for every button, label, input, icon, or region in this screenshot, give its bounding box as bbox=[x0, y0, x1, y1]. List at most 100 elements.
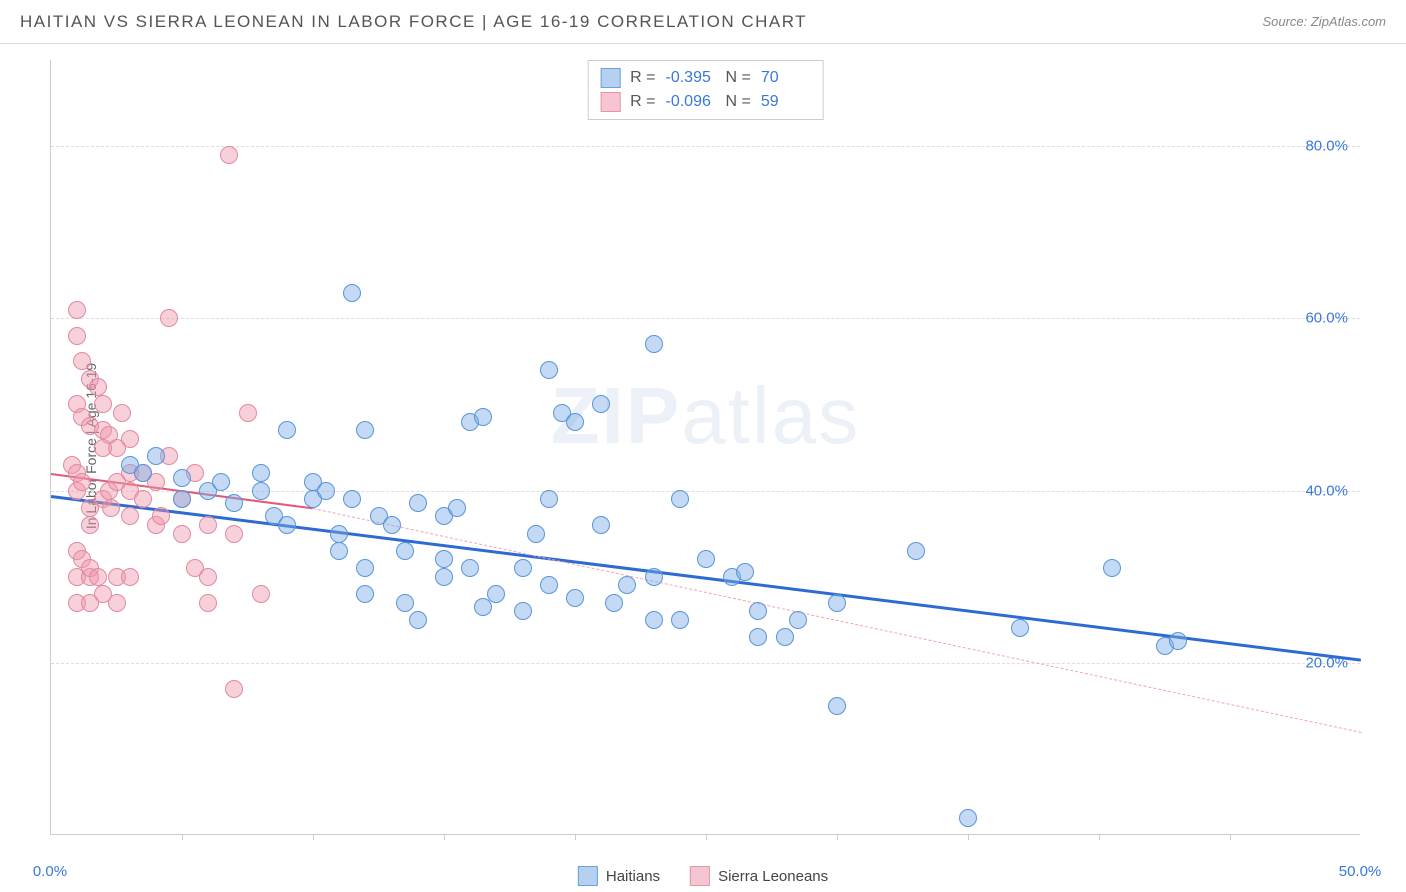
series-swatch bbox=[600, 68, 620, 88]
xtick bbox=[1230, 834, 1231, 840]
legend-item: Sierra Leoneans bbox=[690, 866, 828, 886]
scatter-point bbox=[487, 585, 505, 603]
series-swatch bbox=[600, 92, 620, 112]
scatter-point bbox=[121, 430, 139, 448]
scatter-point bbox=[540, 490, 558, 508]
source-attribution: Source: ZipAtlas.com bbox=[1262, 14, 1386, 29]
xtick bbox=[575, 834, 576, 840]
scatter-point bbox=[102, 499, 120, 517]
scatter-point bbox=[959, 809, 977, 827]
stats-row: R =-0.395N =70 bbox=[600, 66, 811, 90]
scatter-point bbox=[396, 542, 414, 560]
scatter-point bbox=[474, 408, 492, 426]
scatter-point bbox=[396, 594, 414, 612]
xtick bbox=[313, 834, 314, 840]
scatter-point bbox=[173, 469, 191, 487]
scatter-point bbox=[383, 516, 401, 534]
scatter-point bbox=[68, 327, 86, 345]
scatter-point bbox=[252, 464, 270, 482]
scatter-point bbox=[317, 482, 335, 500]
scatter-point bbox=[461, 559, 479, 577]
scatter-point bbox=[645, 568, 663, 586]
scatter-point bbox=[736, 563, 754, 581]
stat-r-value: -0.395 bbox=[666, 69, 716, 87]
scatter-point bbox=[749, 602, 767, 620]
xtick-label: 0.0% bbox=[33, 863, 67, 880]
legend-label: Sierra Leoneans bbox=[718, 868, 828, 885]
scatter-point bbox=[89, 568, 107, 586]
scatter-point bbox=[540, 361, 558, 379]
stat-r-label: R = bbox=[630, 69, 655, 87]
scatter-point bbox=[605, 594, 623, 612]
scatter-point bbox=[89, 378, 107, 396]
stat-n-label: N = bbox=[726, 93, 751, 111]
scatter-point bbox=[199, 594, 217, 612]
xtick bbox=[837, 834, 838, 840]
plot-area: ZIPatlas 20.0%40.0%60.0%80.0% R =-0.395N… bbox=[50, 60, 1360, 835]
scatter-point bbox=[409, 494, 427, 512]
stats-row: R = -0.096 N = 59 bbox=[600, 90, 811, 114]
scatter-point bbox=[356, 585, 374, 603]
scatter-point bbox=[134, 464, 152, 482]
scatter-point bbox=[225, 525, 243, 543]
scatter-point bbox=[173, 490, 191, 508]
scatter-point bbox=[343, 284, 361, 302]
scatter-point bbox=[199, 568, 217, 586]
scatter-point bbox=[356, 559, 374, 577]
scatter-point bbox=[671, 611, 689, 629]
stat-r-value: -0.096 bbox=[666, 93, 716, 111]
scatter-point bbox=[225, 680, 243, 698]
xtick bbox=[706, 834, 707, 840]
legend-label: Haitians bbox=[606, 868, 660, 885]
scatter-point bbox=[252, 585, 270, 603]
scatter-point bbox=[252, 482, 270, 500]
scatter-point bbox=[697, 550, 715, 568]
scatter-point bbox=[645, 611, 663, 629]
scatter-point bbox=[121, 507, 139, 525]
scatter-point bbox=[618, 576, 636, 594]
scatter-point bbox=[435, 568, 453, 586]
bottom-legend: Haitians Sierra Leoneans bbox=[578, 866, 828, 886]
scatter-point bbox=[278, 421, 296, 439]
scatter-point bbox=[121, 568, 139, 586]
scatter-point bbox=[147, 447, 165, 465]
scatter-point bbox=[828, 594, 846, 612]
scatter-point bbox=[108, 594, 126, 612]
correlation-stats-box: R =-0.395N =70R =-0.096N =59 bbox=[587, 60, 824, 120]
scatter-point bbox=[278, 516, 296, 534]
scatter-point bbox=[409, 611, 427, 629]
stat-r-label: R = bbox=[630, 93, 655, 111]
xtick bbox=[1099, 834, 1100, 840]
xtick-label: 50.0% bbox=[1339, 863, 1382, 880]
scatter-point bbox=[330, 542, 348, 560]
scatter-point bbox=[212, 473, 230, 491]
scatter-point bbox=[1011, 619, 1029, 637]
scatter-point bbox=[592, 516, 610, 534]
scatter-point bbox=[81, 516, 99, 534]
scatter-point bbox=[73, 352, 91, 370]
scatter-point bbox=[749, 628, 767, 646]
scatter-point bbox=[199, 516, 217, 534]
chart-header: HAITIAN VS SIERRA LEONEAN IN LABOR FORCE… bbox=[0, 0, 1406, 44]
scatter-point bbox=[514, 602, 532, 620]
scatter-point bbox=[566, 413, 584, 431]
scatter-point bbox=[514, 559, 532, 577]
scatter-point bbox=[435, 550, 453, 568]
scatter-point bbox=[907, 542, 925, 560]
scatter-point bbox=[527, 525, 545, 543]
scatter-point bbox=[173, 525, 191, 543]
stat-n-label: N = bbox=[726, 69, 751, 87]
scatter-point bbox=[343, 490, 361, 508]
stat-n-value: 59 bbox=[761, 93, 811, 111]
scatter-point bbox=[330, 525, 348, 543]
scatter-point bbox=[68, 301, 86, 319]
scatter-point bbox=[134, 490, 152, 508]
scatter-point bbox=[220, 146, 238, 164]
scatter-point bbox=[94, 439, 112, 457]
scatter-point bbox=[225, 494, 243, 512]
scatter-point bbox=[113, 404, 131, 422]
scatter-point bbox=[776, 628, 794, 646]
scatter-point bbox=[1103, 559, 1121, 577]
scatter-point bbox=[160, 309, 178, 327]
legend-swatch bbox=[690, 866, 710, 886]
